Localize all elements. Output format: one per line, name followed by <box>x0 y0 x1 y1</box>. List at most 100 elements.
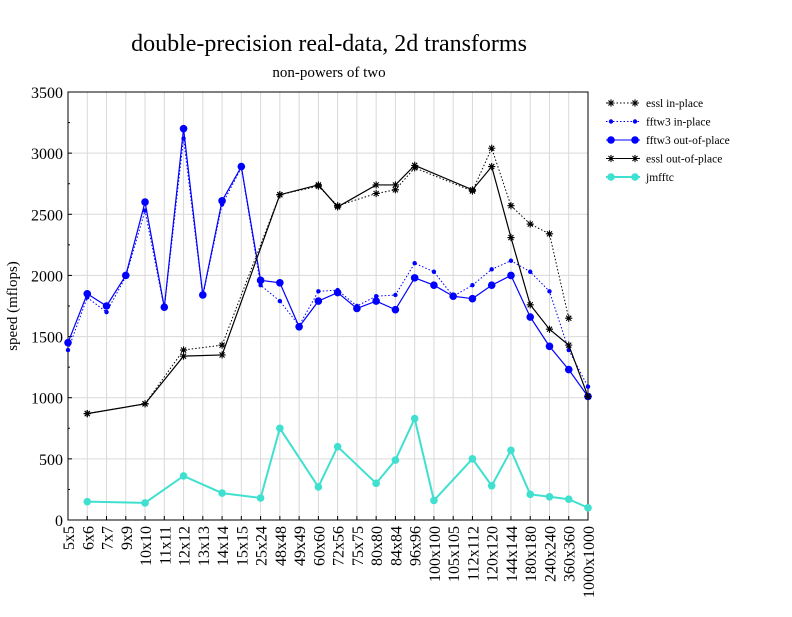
series-line <box>87 146 570 415</box>
data-point <box>218 351 226 359</box>
data-point <box>181 136 186 141</box>
data-point <box>276 191 284 199</box>
data-point <box>179 352 188 360</box>
x-tick-label: 105x105 <box>446 526 463 582</box>
chart-subtitle: non-powers of two <box>272 65 385 81</box>
data-point <box>507 271 515 280</box>
data-point <box>334 202 342 210</box>
x-tick-label: 120x120 <box>485 526 502 582</box>
data-point <box>200 294 206 299</box>
x-tick-label: 5x5 <box>61 526 78 550</box>
data-point <box>162 306 167 311</box>
data-point <box>631 99 639 107</box>
data-point <box>564 495 573 504</box>
data-point <box>411 164 419 172</box>
y-tick-label: 0 <box>55 513 63 530</box>
x-axis: 5x5 6x6 7x7 9x9 10x10 11x11 12x12 13x13 14x14 15x… <box>61 516 598 598</box>
legend: essl in-place fftw3 in-place fftw3 out-of-… <box>606 98 730 184</box>
data-point <box>412 261 417 266</box>
data-point <box>141 198 149 206</box>
legend-item: fftw3 in-place <box>606 117 711 129</box>
data-point <box>545 230 554 238</box>
data-point <box>179 472 188 480</box>
x-tick-label: 112x112 <box>465 526 482 581</box>
data-point <box>607 136 615 144</box>
data-point <box>335 287 340 293</box>
series-layer <box>64 124 592 512</box>
legend-item: jmfftc <box>606 172 674 184</box>
x-tick-label: 60x60 <box>311 526 328 566</box>
data-point <box>391 186 400 194</box>
data-point <box>528 269 533 274</box>
y-tick-label: 3500 <box>31 85 63 102</box>
data-point <box>276 424 284 433</box>
data-point <box>410 414 419 423</box>
data-point <box>372 181 380 189</box>
data-point <box>239 165 244 171</box>
x-tick-label: 144x144 <box>504 526 521 582</box>
data-point <box>314 182 322 190</box>
data-point <box>314 297 323 305</box>
x-tick-label: 80x80 <box>369 526 386 566</box>
grid-lines <box>67 91 589 521</box>
data-point <box>102 302 111 310</box>
plot-frame <box>67 91 589 521</box>
data-point <box>391 305 400 314</box>
data-point <box>218 341 226 349</box>
data-point <box>219 202 225 207</box>
data-point <box>123 274 128 279</box>
series-fftw3-out-of-place <box>64 124 592 401</box>
data-point <box>104 309 109 315</box>
data-point <box>373 294 379 299</box>
x-tick-label: 75x75 <box>350 526 367 566</box>
data-point <box>83 497 92 506</box>
data-point <box>526 490 535 499</box>
x-tick-label: 360x360 <box>562 526 579 582</box>
data-point <box>179 346 188 354</box>
data-point <box>508 258 514 263</box>
x-tick-label: 15x15 <box>234 526 251 566</box>
data-point <box>565 314 573 322</box>
data-point <box>410 274 419 282</box>
x-tick-label: 25x24 <box>254 526 271 566</box>
data-point <box>83 289 92 298</box>
data-point <box>584 503 592 512</box>
x-tick-label: 7x7 <box>100 526 117 550</box>
data-point <box>488 144 496 152</box>
data-point <box>333 442 342 451</box>
legend-item: essl in-place <box>606 98 703 110</box>
data-point <box>468 455 477 463</box>
data-point <box>450 294 456 299</box>
x-tick-label: 12x12 <box>177 526 194 566</box>
data-point <box>564 365 573 374</box>
data-point <box>372 479 380 488</box>
series-essl-in-place <box>83 144 573 418</box>
x-tick-label: 240x240 <box>542 526 559 582</box>
data-point <box>608 119 614 124</box>
series-line <box>67 138 589 387</box>
series-line <box>67 128 589 397</box>
data-point <box>142 208 148 213</box>
data-point <box>487 281 496 290</box>
data-point <box>468 294 477 303</box>
data-point <box>64 338 72 347</box>
y-axis: 0 500 1000 1500 2000 2500 3000 3500 <box>31 85 72 530</box>
data-point <box>391 181 400 189</box>
y-axis-label: speed (mflops) <box>5 261 21 351</box>
x-tick-label: 11x11 <box>157 526 174 565</box>
data-point <box>545 342 554 351</box>
x-tick-label: 10x10 <box>138 526 155 566</box>
data-point <box>277 298 283 304</box>
x-tick-label: 96x96 <box>408 526 425 566</box>
data-point <box>314 483 323 491</box>
data-point <box>631 136 639 144</box>
data-point <box>316 289 321 294</box>
data-point <box>545 325 554 333</box>
legend-item: fftw3 out-of-place <box>606 135 730 147</box>
data-point <box>430 496 438 505</box>
x-tick-label: 6x6 <box>80 526 97 550</box>
x-tick-label: 84x84 <box>388 526 405 566</box>
data-point <box>218 489 226 497</box>
